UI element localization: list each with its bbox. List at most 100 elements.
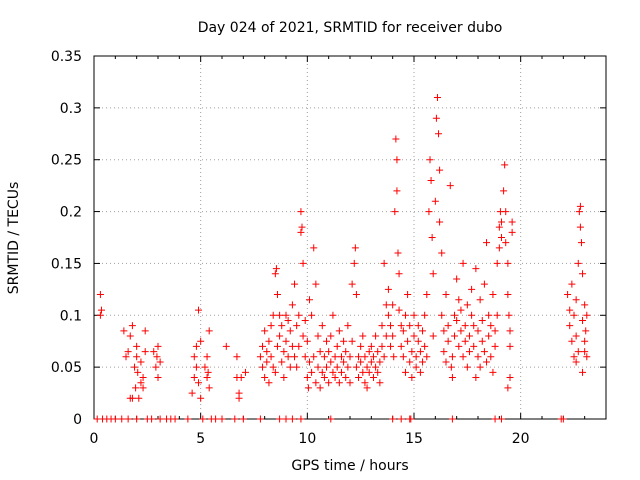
data-point [171,415,179,423]
data-point [212,415,220,423]
data-point [461,337,469,345]
data-point [401,368,409,376]
data-point [197,394,205,402]
data-point [391,208,399,216]
data-point [380,353,388,361]
data-point [118,415,126,423]
data-point [239,415,247,423]
data-point [410,332,418,340]
data-point [344,363,352,371]
data-point [278,322,286,330]
data-point [282,311,290,319]
data-point [389,332,397,340]
data-point [299,332,307,340]
data-point [286,327,294,335]
data-point [259,363,267,371]
data-point [489,291,497,299]
data-point [393,156,401,164]
data-point [433,93,441,101]
data-point [203,353,211,361]
data-point [297,208,305,216]
data-point [340,358,348,366]
data-point [487,353,495,361]
data-point [387,342,395,350]
data-point [579,270,587,278]
data-point [195,306,203,314]
data-point [444,337,452,345]
data-point [470,322,478,330]
y-tick-label: 0.2 [60,205,82,221]
data-point [579,368,587,376]
data-point [497,415,505,423]
data-point [582,327,590,335]
data-point [575,208,583,216]
data-point [333,342,341,350]
data-point [293,322,301,330]
data-point [352,363,360,371]
data-point [148,415,156,423]
data-point [376,379,384,387]
data-point [304,384,312,392]
data-point [312,280,320,288]
data-point [291,280,299,288]
data-point [451,311,459,319]
data-point [461,322,469,330]
data-point [404,337,412,345]
data-point [399,353,407,361]
data-point [312,379,320,387]
data-point [574,348,582,356]
data-point [218,415,226,423]
data-point [390,353,398,361]
data-point [355,353,363,361]
data-point [369,374,377,382]
data-point [506,327,514,335]
data-point [323,363,331,371]
data-point [474,327,482,335]
data-point [374,368,382,376]
data-point [305,358,313,366]
data-point [333,363,341,371]
data-point [448,353,456,361]
data-point [346,379,354,387]
data-point [331,374,339,382]
data-point [298,223,306,231]
data-point [397,342,405,350]
data-point [344,322,352,330]
data-point [487,322,495,330]
data-point [222,342,230,350]
data-point [395,306,403,314]
data-point [429,270,437,278]
data-point [205,384,213,392]
x-tick-label: 0 [90,431,99,447]
data-point [440,327,448,335]
data-point [288,415,296,423]
data-point [310,244,318,252]
data-point [318,368,326,376]
data-point [470,342,478,350]
data-point [305,296,313,304]
chart-title: Day 024 of 2021, SRMTID for receiver dub… [198,20,503,36]
data-point [497,218,505,226]
data-point [468,285,476,293]
data-point [414,337,422,345]
data-point [280,348,288,356]
data-point [468,311,476,319]
data-point [392,135,400,143]
data-point [361,353,369,361]
data-point [293,363,301,371]
data-point [337,368,345,376]
data-point [416,368,424,376]
data-point [427,176,435,184]
data-point [483,358,491,366]
data-point [423,353,431,361]
data-point [273,342,281,350]
data-point [572,358,580,366]
data-point [476,296,484,304]
data-point [493,259,501,267]
data-point [446,182,454,190]
data-point [237,374,245,382]
data-point [412,353,420,361]
data-point [491,415,499,423]
